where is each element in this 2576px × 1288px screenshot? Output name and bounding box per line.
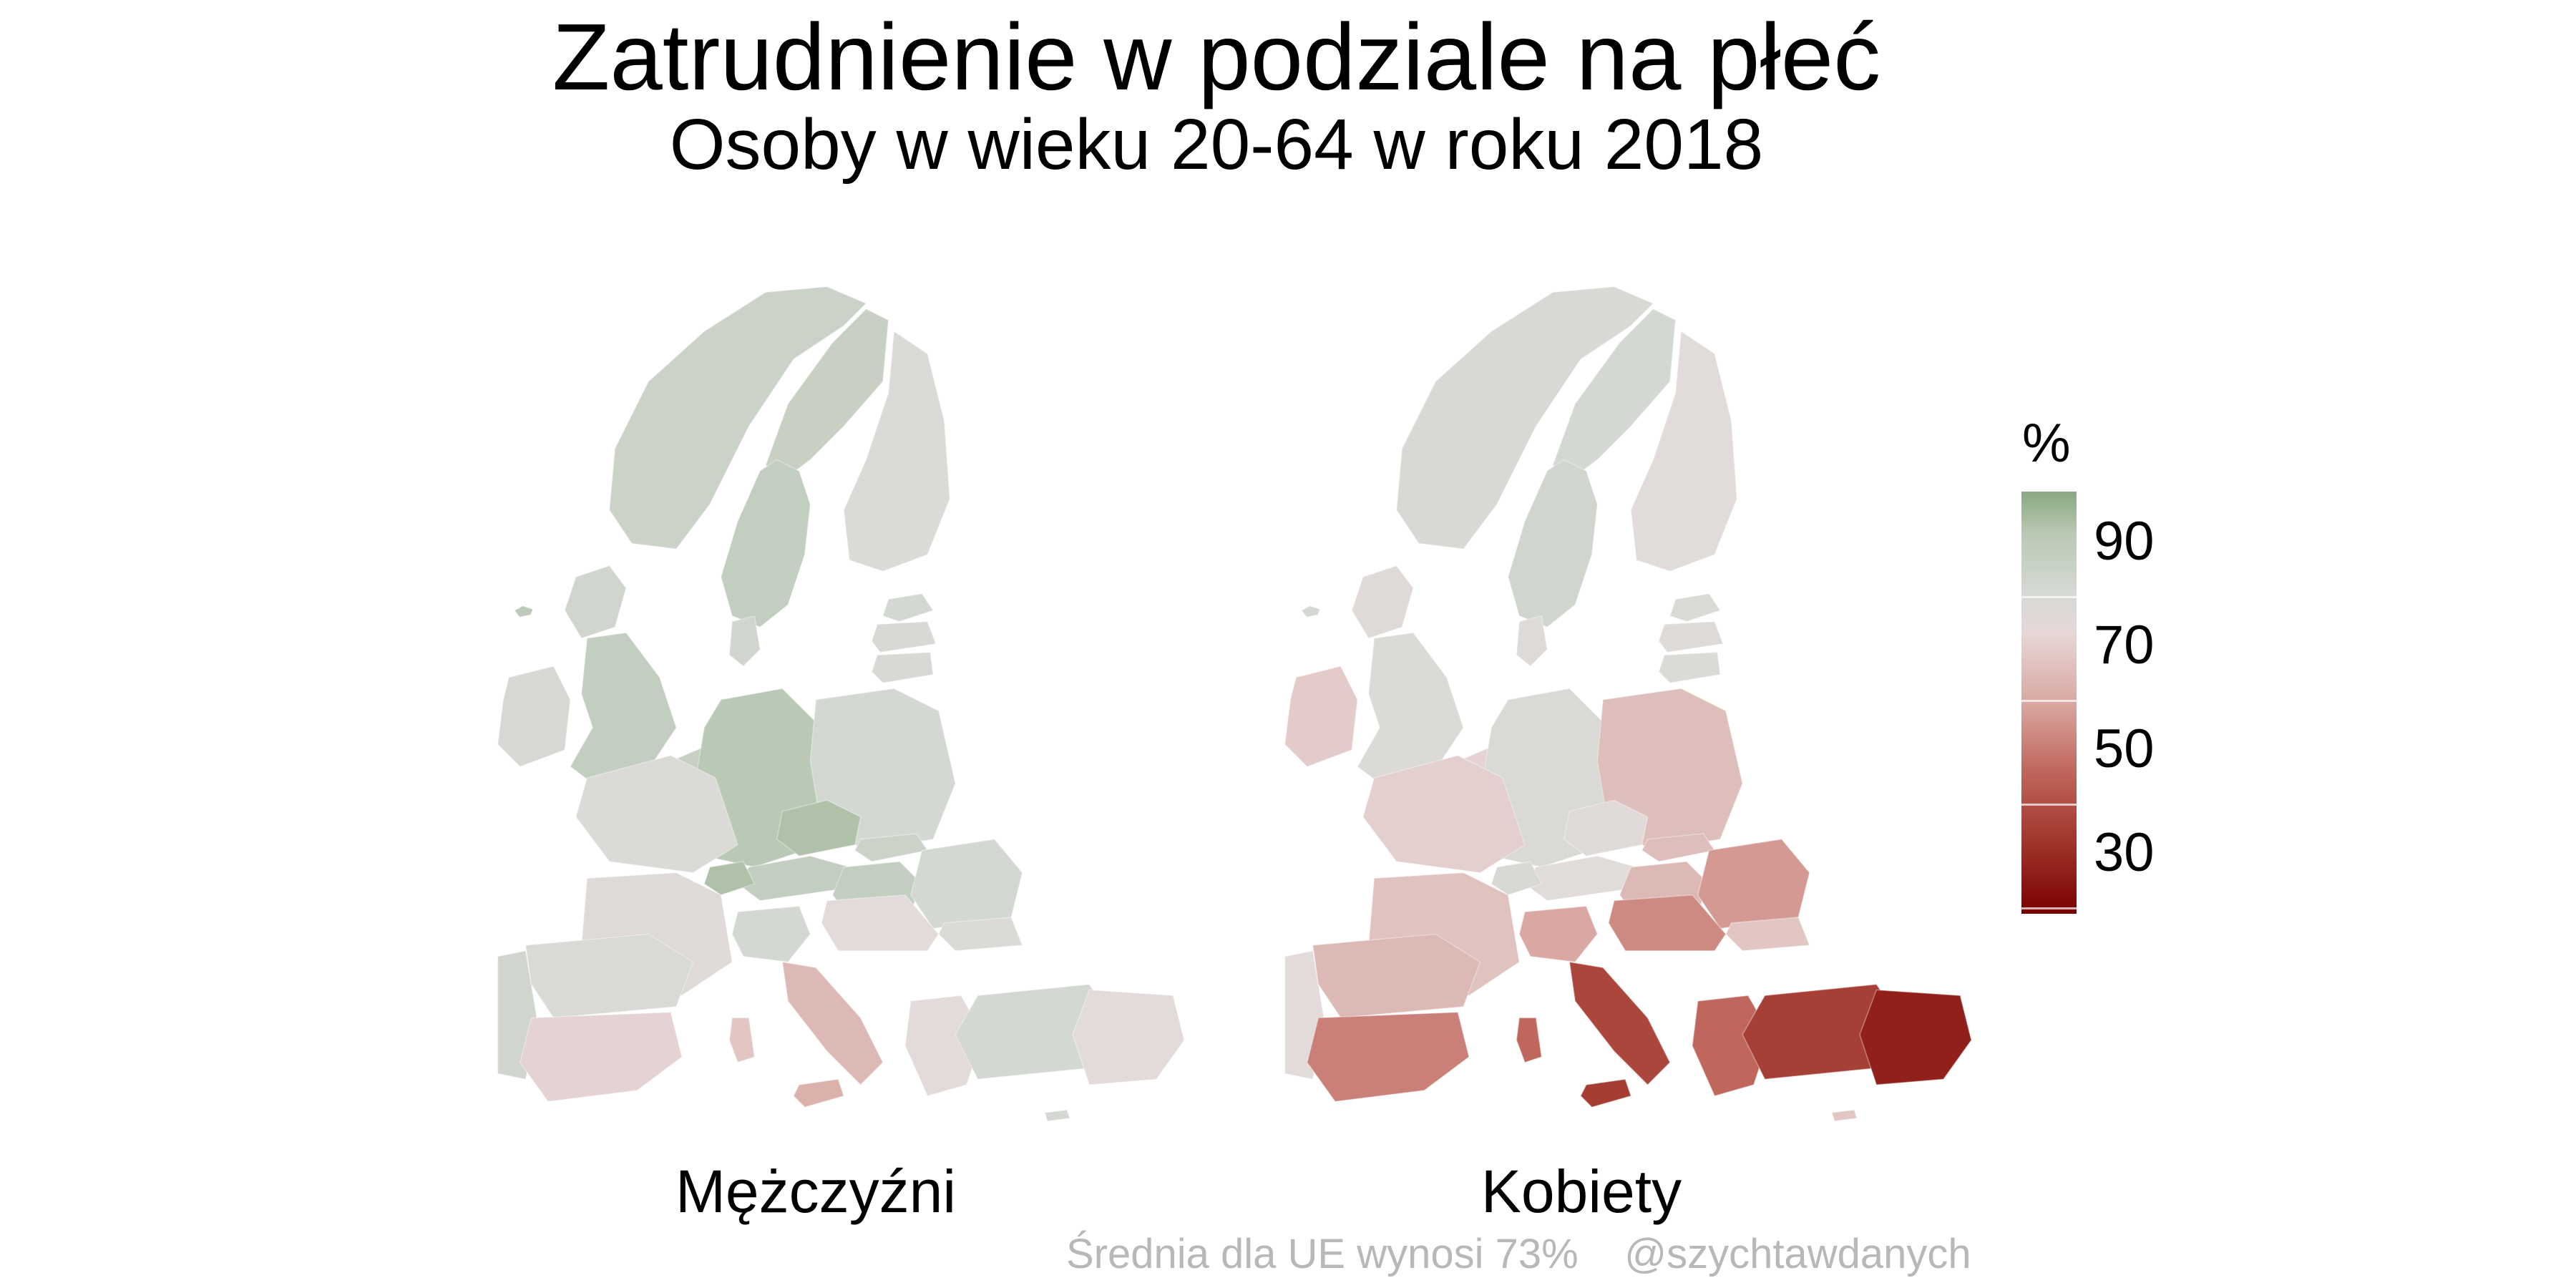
map-svg-men (497, 286, 1185, 1122)
region-spain_north (525, 933, 694, 1019)
region-italy_north (1518, 905, 1599, 963)
region-ireland (497, 665, 571, 768)
region-lithuania (871, 651, 934, 684)
region-sweden_north (1552, 308, 1677, 477)
region-latvia (1658, 620, 1724, 653)
region-sardinia (728, 1017, 756, 1063)
region-italy_south (781, 961, 884, 1086)
region-lithuania (1658, 651, 1721, 684)
panel-label-women: Kobiety (1480, 1158, 1682, 1225)
legend-tick-label: 70 (2094, 615, 2155, 675)
legend-tickmark-90 (2021, 596, 2077, 598)
region-turkey_east (1072, 989, 1185, 1085)
region-balkans (821, 894, 940, 952)
region-france_north (1362, 754, 1526, 874)
region-finland (843, 330, 951, 572)
region-france_north (575, 754, 738, 874)
region-denmark (728, 615, 761, 668)
region-iceland (513, 605, 534, 618)
region-slovakia (854, 833, 929, 862)
region-finland (1630, 330, 1738, 572)
region-estonia (1669, 592, 1722, 623)
region-switzerland (1491, 861, 1543, 896)
region-romania (909, 838, 1023, 930)
region-sweden_south (720, 459, 811, 628)
map-regions (497, 286, 1185, 1122)
region-spain_south (519, 1011, 683, 1103)
caption-note: Średnia dla UE wynosi 73% (1066, 1231, 1579, 1277)
legend-tick-label: 50 (2094, 718, 2155, 779)
region-sardinia (1516, 1017, 1543, 1063)
legend-title: % (2022, 413, 2071, 474)
region-estonia (882, 592, 935, 623)
legend-color-bar (2021, 492, 2077, 914)
chart-subtitle: Osoby w wieku 20-64 w roku 2018 (669, 104, 1764, 185)
region-cyprus (1043, 1109, 1071, 1122)
map-panel-men (444, 261, 1216, 1127)
chart-title: Zatrudnienie w podziale na płeć (552, 4, 1881, 109)
region-uk_scotland (564, 565, 627, 639)
region-slovakia (1641, 833, 1716, 862)
legend-tick-label: 30 (2094, 822, 2155, 883)
legend-tickmark-70 (2021, 700, 2077, 702)
region-italy_north (731, 905, 811, 963)
region-balkans (1608, 894, 1727, 952)
region-czechia (1563, 799, 1649, 857)
legend-tick-label: 90 (2094, 511, 2155, 572)
region-denmark (1516, 615, 1548, 668)
region-sicily (1580, 1078, 1632, 1108)
panel-label-men: Mężczyźni (675, 1158, 957, 1225)
region-turkey_east (1859, 989, 1972, 1085)
region-czechia (776, 799, 862, 857)
region-ireland (1284, 665, 1358, 768)
region-spain_north (1312, 933, 1481, 1019)
region-sweden_north (765, 308, 889, 477)
region-uk_scotland (1351, 565, 1414, 639)
map-svg-women (1284, 286, 1972, 1122)
region-cyprus (1830, 1109, 1858, 1122)
region-latvia (871, 620, 937, 653)
region-iceland (1300, 605, 1321, 618)
region-sweden_south (1507, 459, 1599, 628)
legend-tickmark-30 (2021, 907, 2077, 909)
region-norway (608, 286, 867, 550)
region-switzerland (703, 861, 756, 896)
caption: Średnia dla UE wynosi 73% @szychtawdanyc… (1066, 1229, 1971, 1279)
color-legend: % 90 70 50 30 (2018, 411, 2233, 927)
region-spain_south (1306, 1011, 1470, 1103)
map-panel-women (1231, 261, 2004, 1127)
caption-author: @szychtawdanych (1624, 1231, 1971, 1277)
region-bulgaria (937, 917, 1023, 952)
region-italy_south (1568, 961, 1671, 1086)
legend-tickmark-50 (2021, 804, 2077, 806)
region-norway (1395, 286, 1654, 550)
region-bulgaria (1724, 917, 1810, 952)
region-romania (1697, 838, 1810, 930)
map-regions (1284, 286, 1972, 1122)
region-sicily (793, 1078, 845, 1108)
